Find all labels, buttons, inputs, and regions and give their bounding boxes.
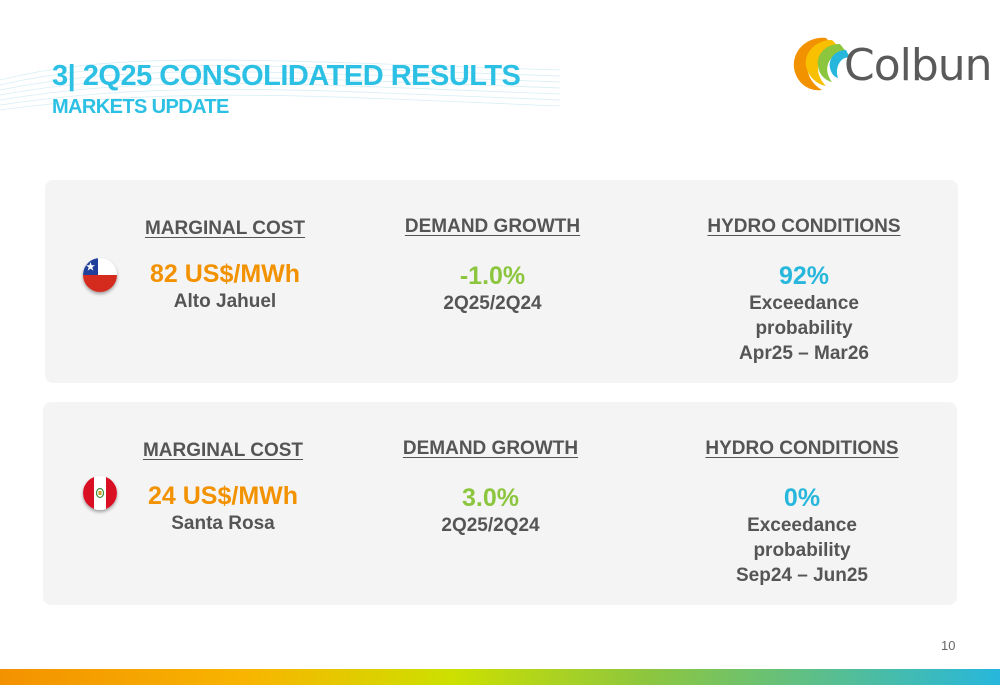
colbun-swirl-logo-icon (793, 37, 850, 91)
peru-market-panel: MARGINAL COST 24 US$/MWh Santa Rosa DEMA… (43, 402, 957, 605)
demand-growth-value: 3.0% (462, 484, 519, 512)
marginal-cost-location: Alto Jahuel (173, 291, 277, 312)
marginal-cost-heading: MARGINAL COST (142, 440, 304, 461)
colbun-logo: Colbun (786, 28, 993, 100)
marginal-cost-value: 82 US$/MWh (149, 260, 301, 288)
page-number: 10 (941, 638, 956, 653)
hydro-exceedance-label: Exceedance (749, 293, 859, 314)
peru-flag-icon (83, 476, 117, 510)
demand-growth-period: 2Q25/2Q24 (441, 515, 540, 536)
hydro-conditions-heading: HYDRO CONDITIONS (707, 216, 901, 237)
colbun-logo-text: Colbun (844, 40, 993, 91)
marginal-cost-value: 24 US$/MWh (147, 482, 299, 510)
hydro-probability-label: probability (753, 540, 851, 561)
demand-growth-value: -1.0% (459, 262, 526, 290)
page-subtitle: MARKETS UPDATE (52, 96, 229, 118)
demand-growth-heading: DEMAND GROWTH (402, 438, 579, 459)
chile-hydro-conditions: HYDRO CONDITIONS 92% Exceedance probabil… (685, 216, 923, 366)
hydro-period: Apr25 – Mar26 (739, 343, 869, 364)
bottom-gradient-bar (0, 669, 1000, 685)
chile-marginal-cost: MARGINAL COST 82 US$/MWh Alto Jahuel (125, 218, 325, 314)
decorative-wave-lines (0, 59, 560, 111)
peru-hydro-conditions: HYDRO CONDITIONS 0% Exceedance probabili… (683, 438, 921, 588)
peru-demand-growth: DEMAND GROWTH 3.0% 2Q25/2Q24 (388, 438, 593, 538)
hydro-exceedance-label: Exceedance (747, 515, 857, 536)
demand-growth-period: 2Q25/2Q24 (443, 293, 542, 314)
page-title: 3| 2Q25 CONSOLIDATED RESULTS (52, 60, 521, 92)
marginal-cost-location: Santa Rosa (171, 513, 275, 534)
hydro-period: Sep24 – Jun25 (735, 565, 869, 586)
hydro-conditions-value: 0% (783, 484, 821, 512)
peru-marginal-cost: MARGINAL COST 24 US$/MWh Santa Rosa (123, 440, 323, 536)
marginal-cost-heading: MARGINAL COST (144, 218, 306, 239)
hydro-conditions-value: 92% (778, 262, 830, 290)
hydro-conditions-heading: HYDRO CONDITIONS (705, 438, 899, 459)
hydro-probability-label: probability (755, 318, 853, 339)
chile-flag-icon (83, 258, 117, 292)
demand-growth-heading: DEMAND GROWTH (404, 216, 581, 237)
chile-market-panel: MARGINAL COST 82 US$/MWh Alto Jahuel DEM… (45, 180, 958, 383)
chile-demand-growth: DEMAND GROWTH -1.0% 2Q25/2Q24 (390, 216, 595, 316)
